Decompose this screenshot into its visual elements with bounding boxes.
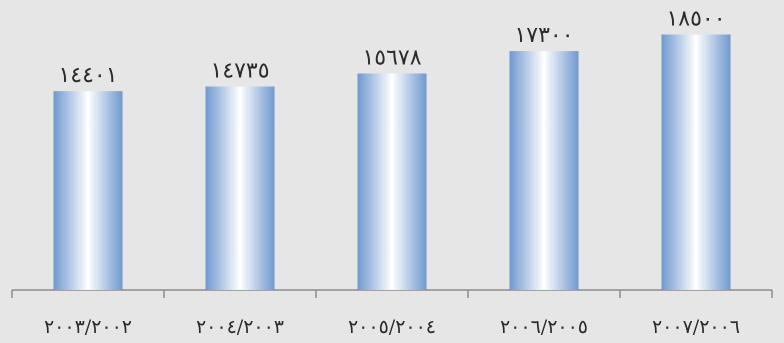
bar (205, 86, 275, 291)
bar (509, 51, 579, 290)
bar-value-label: ١٤٤٠١ (58, 63, 117, 88)
x-tick-label: ٢٠٠٣/٢٠٠٢ (44, 316, 132, 338)
bar-value-label: ١٤٧٣٥ (210, 59, 269, 84)
bar-value-label: ١٧٣٠٠ (514, 23, 573, 48)
x-tick-label: ٢٠٠٦/٢٠٠٥ (500, 316, 588, 338)
bar-value-label: ١٥٦٧٨ (362, 45, 421, 70)
x-tick-label: ٢٠٠٤/٢٠٠٣ (196, 316, 284, 338)
x-tick-label: ٢٠٠٥/٢٠٠٤ (348, 316, 436, 338)
x-tick-label: ٢٠٠٧/٢٠٠٦ (652, 316, 740, 338)
bar (53, 91, 123, 290)
bar (357, 73, 427, 290)
bar-value-label: ١٨٥٠٠ (666, 7, 725, 32)
bar (661, 34, 731, 291)
